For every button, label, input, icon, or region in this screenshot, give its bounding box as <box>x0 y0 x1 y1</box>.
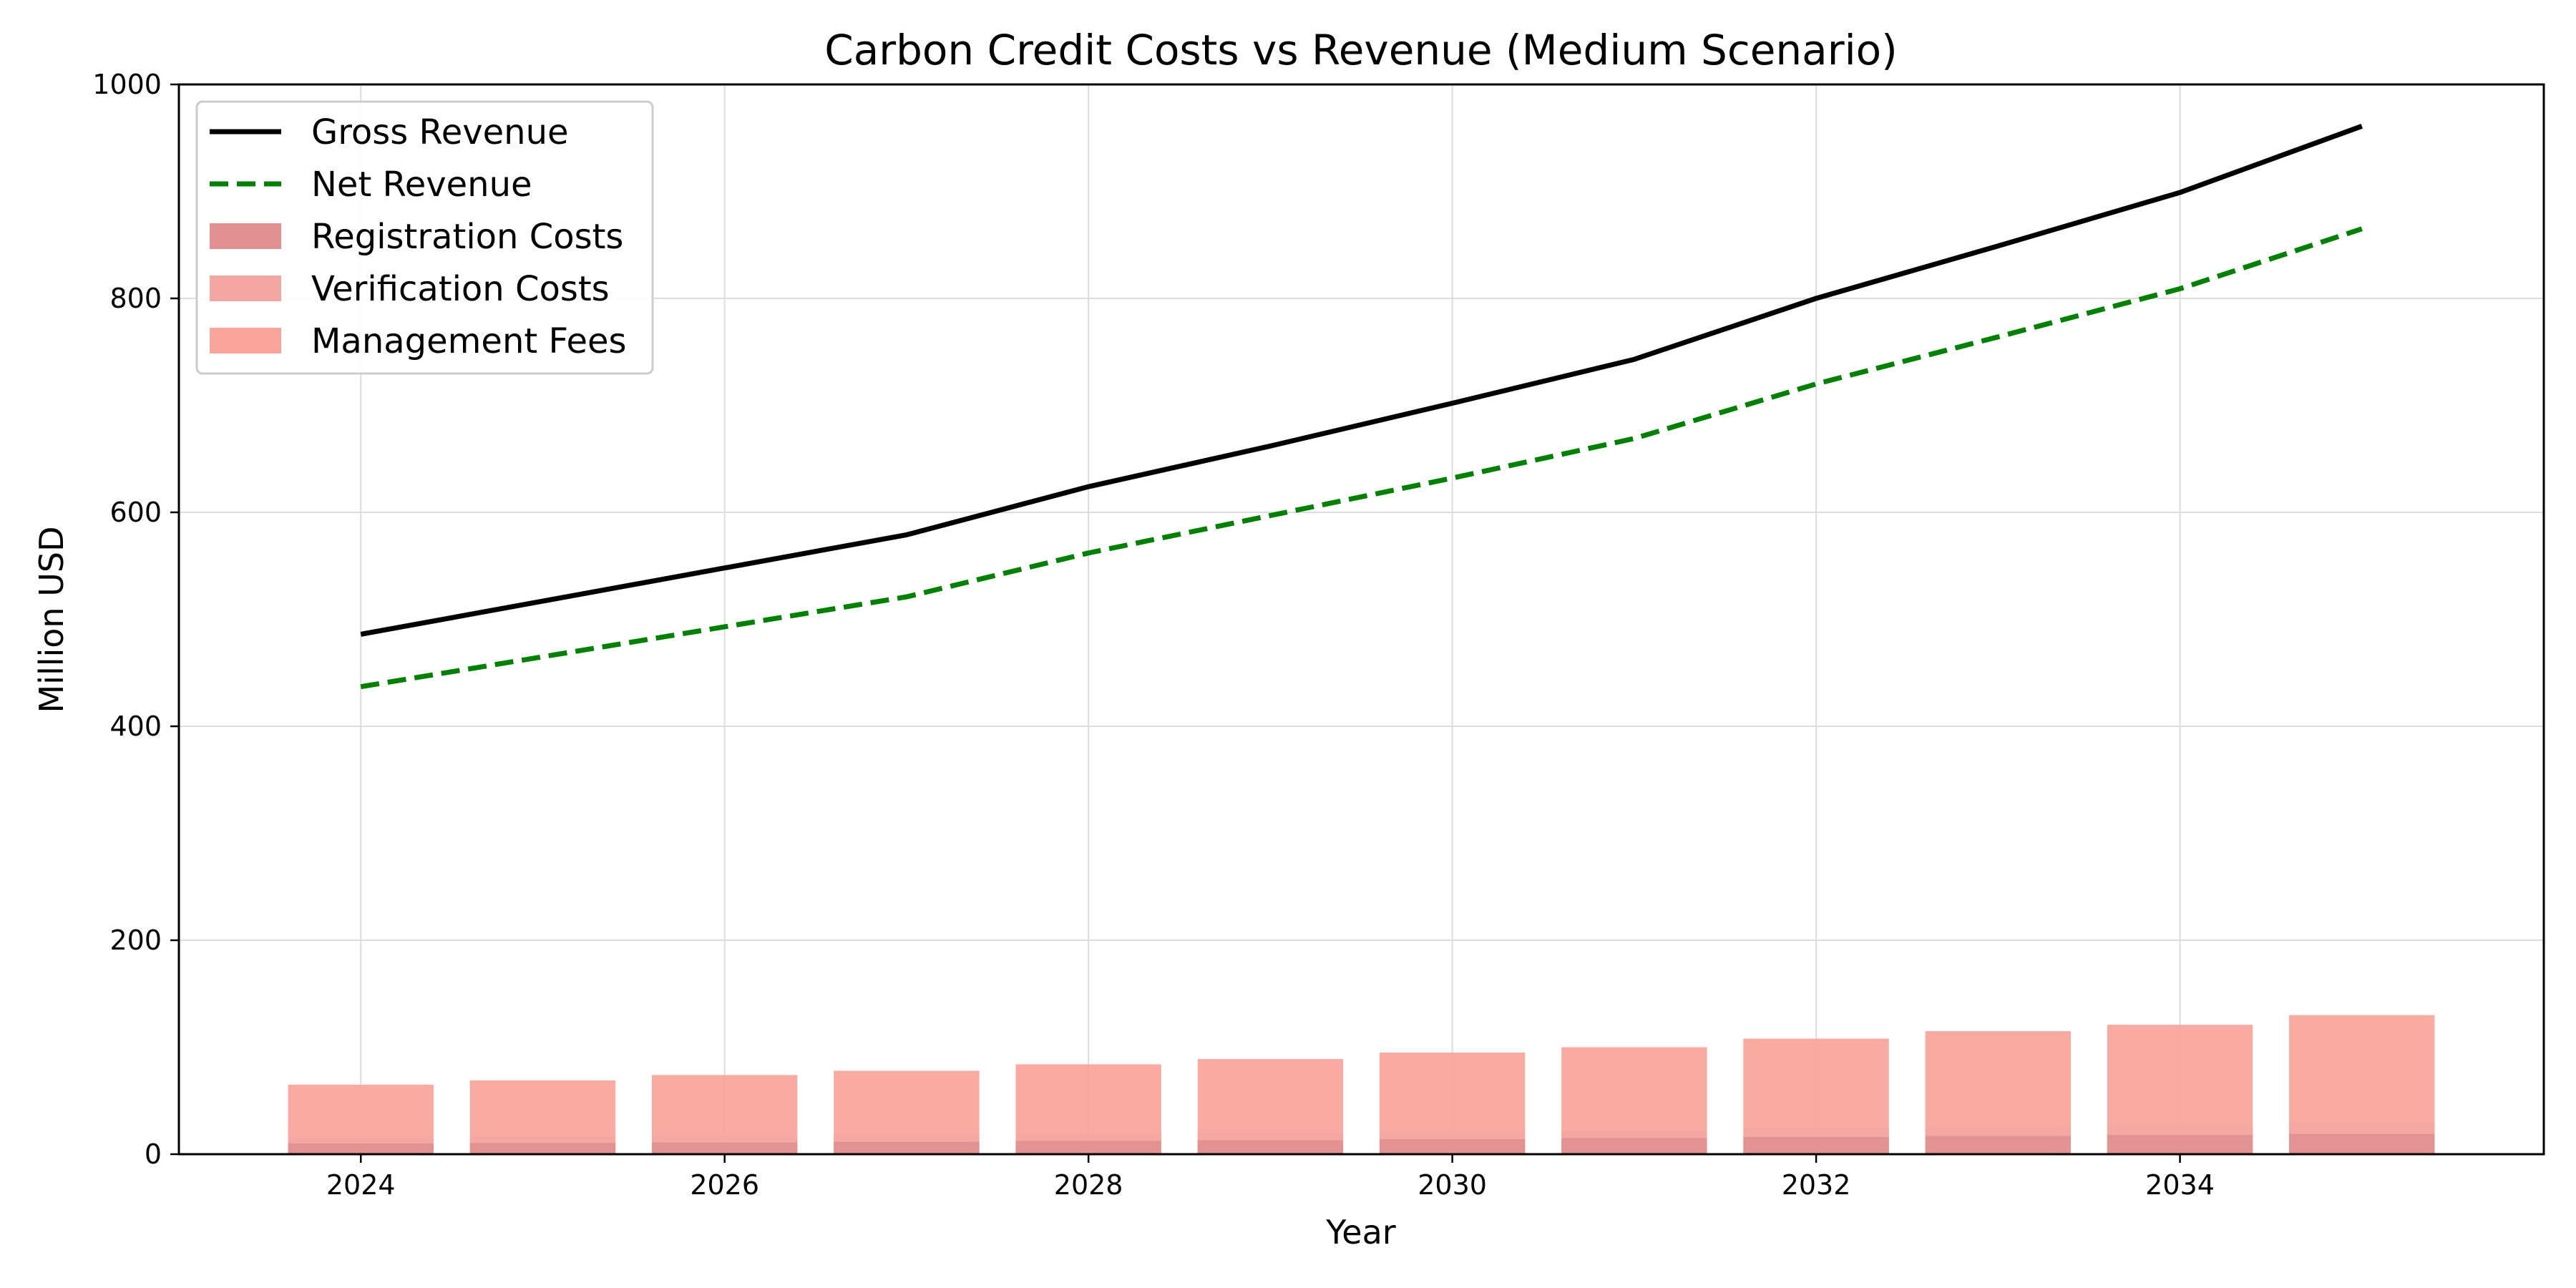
y-tick-label-800: 800 <box>109 283 162 314</box>
ticks-layer: 2024 2026 2028 2030 2032 2034 0 200 400 600 800 100… <box>92 69 2215 1201</box>
registration-costs-bar-2033 <box>1925 1136 2071 1154</box>
legend-swatch-verification-costs <box>210 275 281 301</box>
x-tick-label-2032: 2032 <box>1782 1169 1851 1201</box>
x-tick-label-2030: 2030 <box>1418 1169 1487 1201</box>
legend-swatch-registration-costs <box>210 223 281 249</box>
lines-layer <box>360 124 2363 690</box>
registration-costs-bar-2026 <box>652 1142 798 1154</box>
net-revenue-line <box>360 226 2363 690</box>
y-tick-label-600: 600 <box>109 497 162 528</box>
registration-costs-bar-2034 <box>2107 1135 2253 1154</box>
registration-costs-bar-2025 <box>469 1143 616 1154</box>
legend-box <box>195 100 654 375</box>
x-tick-label-2024: 2024 <box>326 1169 396 1201</box>
legend-label-gross-revenue: Gross Revenue <box>311 112 569 152</box>
chart-title: Carbon Credit Costs vs Revenue (Medium S… <box>824 26 1898 74</box>
registration-costs-bar-2028 <box>1015 1141 1161 1154</box>
y-tick-label-1000: 1000 <box>92 69 162 100</box>
y-tick-label-400: 400 <box>109 711 162 742</box>
y-axis-label: Million USD <box>32 526 71 713</box>
y-tick-label-0: 0 <box>145 1138 162 1170</box>
x-tick-label-2026: 2026 <box>690 1169 759 1201</box>
x-tick-label-2028: 2028 <box>1054 1169 1123 1201</box>
registration-costs-bar-2031 <box>1561 1138 1707 1154</box>
bars-layer <box>288 1015 2435 1154</box>
registration-costs-bar-2029 <box>1197 1140 1344 1154</box>
plot-area-frame <box>177 83 2545 1156</box>
registration-costs-bar-2032 <box>1743 1137 1889 1154</box>
y-tick-label-200: 200 <box>109 924 162 956</box>
gross-revenue-line <box>360 124 2363 637</box>
x-tick-label-2034: 2034 <box>2145 1169 2215 1201</box>
registration-costs-bar-2035 <box>2289 1133 2435 1154</box>
legend-label-verification-costs: Verification Costs <box>311 269 610 309</box>
registration-costs-bar-2024 <box>288 1143 434 1154</box>
legend-label-net-revenue: Net Revenue <box>311 165 532 205</box>
legend-swatch-management-fees <box>210 328 281 353</box>
legend: Gross Revenue Net Revenue Registration Cos… <box>195 100 654 375</box>
legend-label-management-fees: Management Fees <box>311 321 627 361</box>
legend-label-registration-costs: Registration Costs <box>311 217 623 257</box>
registration-costs-bar-2030 <box>1379 1139 1526 1154</box>
registration-costs-bar-2027 <box>834 1141 980 1154</box>
x-axis-label: Year <box>1325 1213 1395 1252</box>
